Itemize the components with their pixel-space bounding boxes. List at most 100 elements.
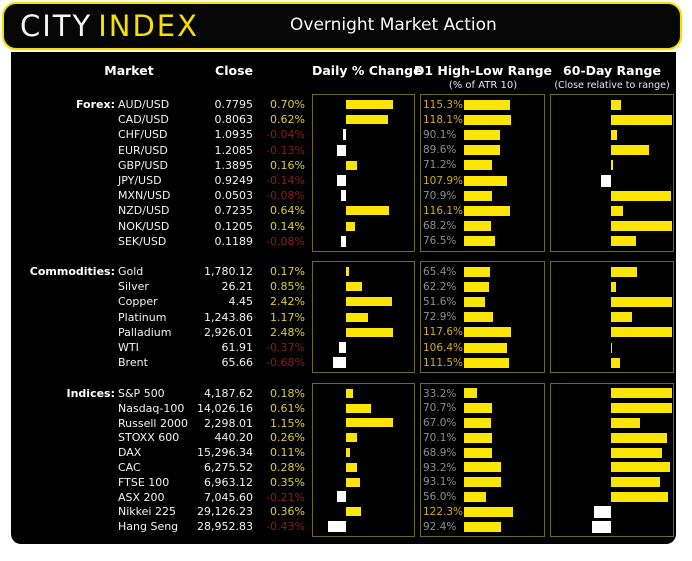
market-name: Palladium (118, 325, 172, 339)
table-row: NZD/USD 0.7235 0.64% 116.1% (11, 203, 676, 218)
column-subheader-d1-range: (% of ATR 10) (448, 80, 518, 91)
daily-change-value: -0.08% (266, 234, 305, 248)
table-row: STOXX 600 440.20 0.26% 70.1% (11, 430, 676, 445)
range60-bar (611, 281, 616, 292)
logo-index-text: INDEX (98, 9, 200, 43)
close-value: 4.45 (228, 295, 254, 309)
range60-bar (611, 145, 649, 156)
market-name: GBP/USD (118, 158, 168, 172)
table-row: Brent 65.66 -0.68% 111.5% (11, 355, 676, 370)
close-value: 1,780.12 (204, 265, 253, 278)
column-header-close: Close (215, 63, 253, 78)
d1-range-label: 122.3% (423, 505, 464, 518)
column-subheader-60day-range: (Close relative to range) (554, 80, 670, 91)
close-value: 26.21 (221, 280, 254, 294)
close-value: 2,926.01 (204, 325, 253, 339)
close-value: 1.0935 (214, 128, 254, 142)
table-row: CAC 6,275.52 0.28% 93.2% (11, 460, 676, 475)
range60-bar (611, 447, 662, 458)
d1-range-bar (464, 432, 493, 443)
close-value: 0.8063 (214, 113, 254, 127)
daily-change-value: 0.26% (270, 431, 305, 445)
table-row: Commodities: Gold 1,780.12 0.17% 65.4% (11, 264, 676, 279)
market-name: Russell 2000 (118, 416, 188, 430)
close-value: 65.66 (221, 356, 254, 370)
market-name: S&P 500 (118, 387, 165, 400)
daily-change-bar (343, 129, 346, 141)
range60-bar (611, 388, 672, 399)
table-row: EUR/USD 1.2085 -0.13% 89.6% (11, 143, 676, 158)
range60-bar (611, 477, 661, 488)
daily-change-bar (333, 357, 346, 369)
logo-city-text: CITY (20, 9, 93, 43)
range60-bar (611, 417, 640, 428)
market-name: Copper (118, 295, 158, 309)
close-value: 2,298.01 (204, 416, 253, 430)
range60-bar (611, 160, 614, 171)
market-name: Nasdaq-100 (118, 401, 185, 415)
d1-range-bar (464, 477, 502, 488)
daily-change-value: 0.35% (270, 475, 305, 489)
close-value: 0.1189 (214, 234, 254, 248)
close-value: 4,187.62 (204, 387, 253, 400)
d1-range-label: 51.6% (423, 295, 457, 308)
d1-range-label: 89.6% (423, 144, 457, 157)
market-name: Gold (118, 265, 144, 278)
daily-change-value: -0.21% (266, 490, 305, 504)
close-value: 0.7235 (214, 204, 254, 218)
d1-range-label: 111.5% (423, 356, 464, 369)
range60-bar (611, 190, 671, 201)
market-name: CAC (118, 461, 141, 474)
daily-change-bar (346, 448, 351, 458)
d1-range-bar (464, 129, 501, 140)
range60-bar (611, 357, 620, 368)
daily-change-value: 0.28% (270, 461, 305, 474)
daily-change-bar (346, 312, 369, 322)
close-value: 6,275.52 (204, 461, 253, 474)
daily-change-bar (346, 477, 361, 487)
daily-change-value: 0.85% (270, 280, 305, 294)
market-name: EUR/USD (118, 143, 168, 157)
market-name: Platinum (118, 310, 167, 324)
market-name: Silver (118, 280, 149, 294)
close-value: 0.7795 (214, 98, 254, 111)
close-value: 1,243.86 (204, 310, 253, 324)
table-row: NOK/USD 0.1205 0.14% 68.2% (11, 219, 676, 234)
d1-range-bar (464, 342, 507, 353)
daily-change-bar (340, 190, 346, 202)
d1-range-label: 70.1% (423, 431, 457, 444)
market-name: NZD/USD (118, 204, 170, 218)
close-value: 0.0503 (214, 189, 254, 203)
daily-change-value: 0.64% (270, 204, 305, 218)
d1-range-bar (464, 312, 494, 323)
d1-range-bar (464, 403, 493, 414)
daily-change-bar (336, 175, 346, 187)
table-row: ASX 200 7,045.60 -0.21% 56.0% (11, 490, 676, 505)
daily-change-value: -0.08% (266, 189, 305, 203)
daily-change-bar (328, 521, 346, 533)
table-row: WTI 61.91 -0.37% 106.4% (11, 340, 676, 355)
market-name: CHF/USD (118, 128, 168, 142)
d1-range-label: 72.9% (423, 311, 457, 324)
d1-range-bar (464, 266, 491, 277)
daily-change-value: 0.36% (270, 505, 305, 519)
daily-change-bar (346, 100, 393, 110)
market-name: SEK/USD (118, 234, 167, 248)
daily-change-bar (346, 507, 361, 517)
d1-range-label: 33.2% (423, 387, 457, 400)
d1-range-bar (464, 190, 493, 201)
market-name: ASX 200 (118, 490, 165, 504)
table-row: Forex: AUD/USD 0.7795 0.70% 115.3% (11, 97, 676, 112)
d1-range-label: 68.2% (423, 220, 457, 233)
range60-bar (593, 505, 611, 518)
table-row: Palladium 2,926.01 2.48% 117.6% (11, 325, 676, 340)
daily-change-value: 0.70% (270, 98, 305, 111)
daily-change-value: 0.16% (270, 158, 305, 172)
market-name: NOK/USD (118, 219, 170, 233)
market-name: MXN/USD (118, 189, 171, 203)
d1-range-bar (464, 327, 512, 338)
section-label: Indices: (66, 387, 116, 400)
d1-range-label: 116.1% (423, 204, 464, 217)
range60-bar (611, 236, 636, 247)
d1-range-label: 93.1% (423, 476, 457, 489)
